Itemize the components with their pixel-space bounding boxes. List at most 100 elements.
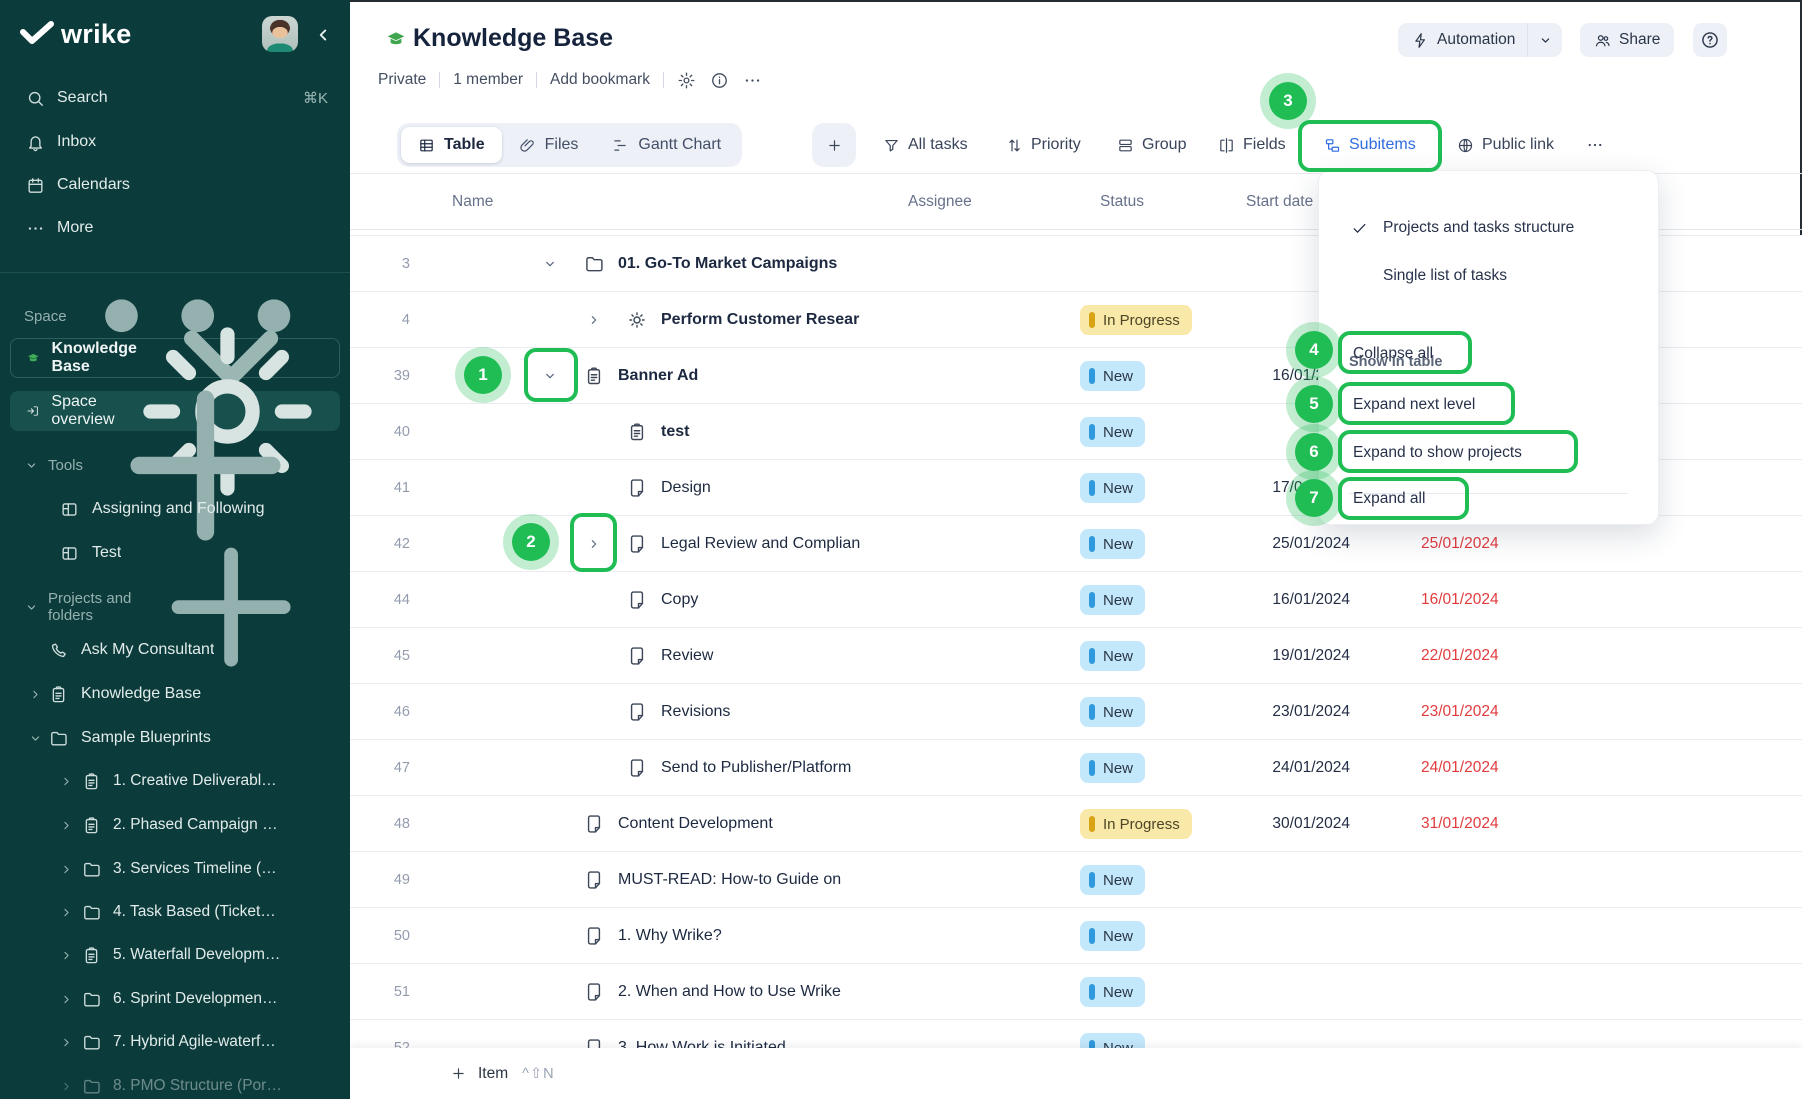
item-name[interactable]: Revisions [661,703,731,720]
sidebar-item-more[interactable]: More [0,208,350,248]
menu-action-expand-next-level[interactable]: Expand next level [1319,384,1660,426]
chevron-right-icon[interactable] [59,1035,74,1050]
toolbar-button-priority[interactable]: Priority [1006,123,1081,167]
help-button[interactable] [1693,23,1727,57]
user-avatar[interactable] [262,16,298,52]
chevron-right-icon[interactable] [59,774,74,789]
wrike-logo[interactable]: wrike [20,14,132,54]
menu-action-collapse-all[interactable]: Collapse all [1319,333,1660,375]
table-row[interactable]: 42 Legal Review and Complian New 25/01/2024… [350,516,1802,572]
menu-option-projects-and-tasks-structure[interactable]: Projects and tasks structure [1319,207,1660,249]
column-header-assignee[interactable]: Assignee [908,193,972,210]
status-badge[interactable]: New [1080,921,1146,951]
sidebar-item-blueprint-4[interactable]: 4. Task Based (Ticket… [0,892,350,932]
toolbar-button-group[interactable]: Group [1117,123,1186,167]
row-chevron-right-icon[interactable] [586,536,602,552]
item-name[interactable]: Review [661,647,714,664]
tab-gantt-chart[interactable]: Gantt Chart [595,127,738,163]
status-badge[interactable]: New [1080,529,1146,559]
chevron-right-icon[interactable] [59,948,74,963]
status-badge[interactable]: New [1080,641,1146,671]
item-name[interactable]: Legal Review and Complian [661,535,861,552]
sidebar-section-tools[interactable]: Tools [0,389,350,541]
automation-button[interactable]: Automation [1398,23,1563,57]
chevron-right-icon[interactable] [59,862,74,877]
item-name[interactable]: Send to Publisher/Platform [661,759,852,776]
item-name[interactable]: Content Development [618,815,773,832]
members-label[interactable]: 1 member [453,71,524,88]
sidebar-item-blueprint-1[interactable]: 1. Creative Deliverabl… [0,761,350,801]
due-date[interactable]: 24/01/2024 [1421,759,1499,776]
add-item-bar[interactable]: Item ^⇧N [350,1048,1802,1099]
more-options-icon[interactable] [743,71,762,90]
item-name[interactable]: 1. Why Wrike? [618,927,722,944]
sidebar-item-blueprint-6[interactable]: 6. Sprint Developmen… [0,979,350,1019]
table-row[interactable]: 47 Send to Publisher/Platform New 24/01/202… [350,740,1802,796]
start-date[interactable]: 30/01/2024 [1272,815,1350,832]
toolbar-button-fields[interactable]: Fields [1218,123,1286,167]
column-header-status[interactable]: Status [1100,193,1144,210]
menu-action-expand-to-show-projects[interactable]: Expand to show projects [1319,432,1660,474]
tab-table[interactable]: Table [401,127,502,163]
status-badge[interactable]: New [1080,977,1146,1007]
due-date[interactable]: 23/01/2024 [1421,703,1499,720]
share-button[interactable]: Share [1580,23,1675,57]
sidebar-item-search[interactable]: Search ⌘K [0,78,350,118]
sidebar-item-knowledge-base[interactable]: Knowledge Base [0,674,350,714]
table-row[interactable]: 49 MUST-READ: How-to Guide on New [350,852,1802,908]
chevron-right-icon[interactable] [59,905,74,920]
column-header-name[interactable]: Name [452,193,494,210]
item-name[interactable]: Design [661,479,711,496]
start-date[interactable]: 16/01/2024 [1272,591,1350,608]
status-badge[interactable]: New [1080,753,1146,783]
add-icon[interactable] [83,343,328,588]
row-chevron-down-icon[interactable] [542,368,558,384]
sidebar-item-assigning-and-following[interactable]: Assigning and Following [0,489,350,529]
sidebar-item-ask-my-consultant[interactable]: Ask My Consultant [0,630,350,670]
status-badge[interactable]: New [1080,865,1146,895]
item-name[interactable]: 01. Go-To Market Campaigns [618,255,838,272]
toolbar-button-public-link[interactable]: Public link [1457,123,1554,167]
table-row[interactable]: 44 Copy New 16/01/2024 16/01/2024 [350,572,1802,628]
menu-option-single-list-of-tasks[interactable]: Single list of tasks [1319,255,1660,297]
automation-dropdown[interactable] [1528,33,1562,48]
chevron-down-icon[interactable] [28,731,43,746]
table-row[interactable]: 51 2. When and How to Use Wrike New [350,964,1802,1020]
tab-files[interactable]: Files [502,127,596,163]
info-icon[interactable] [710,71,729,90]
status-badge[interactable]: New [1080,473,1146,503]
chevron-right-icon[interactable] [59,992,74,1007]
item-name[interactable]: MUST-READ: How-to Guide on [618,871,842,888]
sidebar-item-calendars[interactable]: Calendars [0,165,350,205]
settings-gear-icon[interactable] [677,71,696,90]
sidebar-item-sample-blueprints[interactable]: Sample Blueprints [0,718,350,758]
sidebar-item-blueprint-3[interactable]: 3. Services Timeline (… [0,849,350,889]
status-badge[interactable]: New [1080,697,1146,727]
row-chevron-down-icon[interactable] [542,256,558,272]
toolbar-button-subitems[interactable]: Subitems [1324,123,1416,167]
item-name[interactable]: test [661,423,690,440]
sidebar-item-blueprint-2[interactable]: 2. Phased Campaign … [0,805,350,845]
due-date[interactable]: 16/01/2024 [1421,591,1499,608]
chevron-right-icon[interactable] [59,1079,74,1094]
add-view-button[interactable] [812,123,856,167]
space-options-icon[interactable] [67,185,328,446]
status-badge[interactable]: New [1080,361,1146,391]
item-name[interactable]: Perform Customer Resear [661,311,860,328]
table-row[interactable]: 46 Revisions New 23/01/2024 23/01/2024 [350,684,1802,740]
toolbar-button-all-tasks[interactable]: All tasks [883,123,968,167]
status-badge[interactable]: New [1080,417,1146,447]
space-selector[interactable]: Knowledge Base [10,330,340,386]
sidebar-section-projects-and-folders[interactable]: Projects and folders [0,547,350,667]
start-date[interactable]: 23/01/2024 [1272,703,1350,720]
due-date[interactable]: 31/01/2024 [1421,815,1499,832]
status-badge[interactable]: In Progress [1080,305,1192,335]
menu-action-expand-all[interactable]: Expand all [1319,478,1660,520]
sidebar-item-blueprint-7[interactable]: 7. Hybrid Agile-waterf… [0,1022,350,1062]
item-name[interactable]: 2. When and How to Use Wrike [618,983,841,1000]
table-row[interactable]: 45 Review New 19/01/2024 22/01/2024 [350,628,1802,684]
sidebar-item-blueprint-8[interactable]: 8. PMO Structure (Por… [0,1066,350,1099]
sidebar-item-inbox[interactable]: Inbox [0,122,350,162]
table-row[interactable]: 50 1. Why Wrike? New [350,908,1802,964]
chevron-right-icon[interactable] [59,818,74,833]
